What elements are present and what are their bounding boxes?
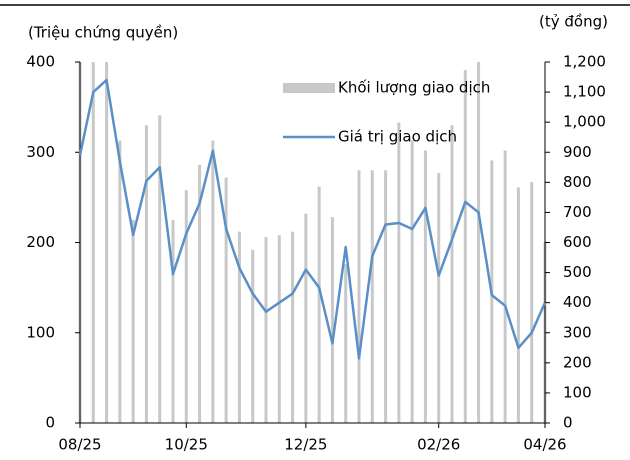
bar: [344, 264, 348, 423]
x-tick-label: 12/25: [284, 436, 327, 454]
bar: [370, 170, 374, 423]
bar: [198, 164, 202, 423]
bar: [397, 122, 401, 423]
x-tick-label: 10/25: [165, 436, 208, 454]
y-tick-label: 300: [26, 143, 55, 161]
y2-tick-label: 500: [563, 263, 592, 281]
y2-tick-label: 300: [563, 323, 592, 341]
y-tick-label: 400: [26, 53, 55, 71]
y2-tick-label: 0: [563, 414, 573, 432]
bar: [171, 219, 175, 423]
bar: [105, 62, 109, 423]
y2-tick-label: 1,200: [563, 53, 606, 71]
legend-label: Khối lượng giao dịch: [338, 79, 490, 97]
bar: [184, 190, 188, 423]
x-tick-label: 08/25: [58, 436, 101, 454]
line: [78, 78, 547, 360]
y2-tick-label: 200: [563, 353, 592, 371]
x-tick-label: 02/26: [417, 436, 460, 454]
y2-tick-label: 1,000: [563, 113, 606, 131]
bar: [530, 182, 534, 423]
bar: [304, 213, 308, 423]
y2-tick-label: 700: [563, 203, 592, 221]
y-tick-label: 200: [26, 233, 55, 251]
y-axis-title: (Triệu chứng quyền): [28, 24, 178, 42]
x-tick-label: 04/26: [523, 436, 566, 454]
bar: [357, 170, 361, 423]
y-tick-label: 100: [26, 323, 55, 341]
bar: [291, 231, 295, 423]
y2-tick-label: 400: [563, 293, 592, 311]
y2-axis-title: (tỷ đồng): [539, 13, 608, 31]
y2-tick-label: 900: [563, 143, 592, 161]
y-tick-label: 0: [45, 414, 55, 432]
bar: [317, 186, 321, 423]
bar: [437, 173, 441, 423]
bar: [211, 140, 215, 423]
bar: [477, 62, 481, 423]
legend-swatch: [283, 83, 335, 93]
bar: [503, 150, 507, 423]
legend-label: Giá trị giao dịch: [338, 128, 457, 146]
y2-tick-label: 100: [563, 383, 592, 401]
bar: [423, 150, 427, 423]
y2-tick-label: 600: [563, 233, 592, 251]
bar: [131, 219, 135, 423]
bar: [410, 140, 414, 423]
bar: [237, 231, 241, 423]
bar: [463, 70, 467, 423]
bar: [277, 235, 281, 423]
bar: [516, 187, 520, 423]
bar: [91, 62, 95, 423]
bar: [118, 140, 122, 423]
y2-tick-label: 1,100: [563, 83, 606, 101]
y2-tick-label: 800: [563, 173, 592, 191]
bar: [158, 115, 162, 423]
bar: [224, 177, 228, 423]
bar: [384, 170, 388, 423]
bar: [330, 217, 334, 423]
bar: [450, 125, 454, 424]
bar: [251, 249, 255, 423]
bar: [144, 125, 148, 424]
bar: [264, 237, 268, 423]
